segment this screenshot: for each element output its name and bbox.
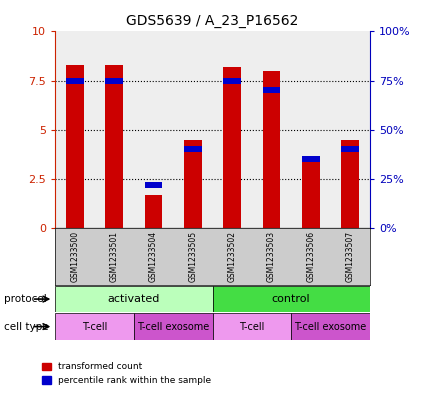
Bar [144, 182, 162, 187]
Legend: transformed count, percentile rank within the sample: transformed count, percentile rank withi… [39, 359, 215, 389]
Text: T-cell: T-cell [82, 321, 107, 332]
Text: T-cell: T-cell [239, 321, 264, 332]
Text: activated: activated [108, 294, 160, 304]
Bar [223, 78, 241, 84]
Bar [105, 78, 123, 84]
Text: GSM1233503: GSM1233503 [267, 231, 276, 282]
Bar [105, 65, 123, 228]
Bar [263, 88, 280, 94]
Bar [66, 78, 84, 84]
Bar [302, 156, 320, 162]
Bar [184, 146, 202, 152]
Text: GSM1233504: GSM1233504 [149, 231, 158, 282]
Bar [134, 313, 212, 340]
Text: T-cell exosome: T-cell exosome [294, 321, 366, 332]
Text: control: control [272, 294, 310, 304]
Bar [223, 67, 241, 228]
Text: GSM1233502: GSM1233502 [228, 231, 237, 282]
Bar [212, 286, 370, 312]
Bar [302, 161, 320, 228]
Text: T-cell exosome: T-cell exosome [137, 321, 209, 332]
Bar [291, 313, 370, 340]
Text: GSM1233505: GSM1233505 [188, 231, 197, 282]
Bar [55, 313, 134, 340]
Text: GSM1233501: GSM1233501 [110, 231, 119, 282]
Text: protocol: protocol [4, 294, 47, 304]
Bar [341, 146, 359, 152]
Bar [212, 313, 291, 340]
Bar [184, 140, 202, 228]
Text: cell type: cell type [4, 321, 49, 332]
Text: GDS5639 / A_23_P16562: GDS5639 / A_23_P16562 [126, 14, 299, 28]
Text: GSM1233507: GSM1233507 [346, 231, 354, 282]
Bar [144, 195, 162, 228]
Bar [66, 65, 84, 228]
Text: GSM1233500: GSM1233500 [71, 231, 79, 282]
Bar [263, 71, 280, 228]
Text: GSM1233506: GSM1233506 [306, 231, 315, 282]
Bar [341, 140, 359, 228]
Bar [55, 286, 212, 312]
